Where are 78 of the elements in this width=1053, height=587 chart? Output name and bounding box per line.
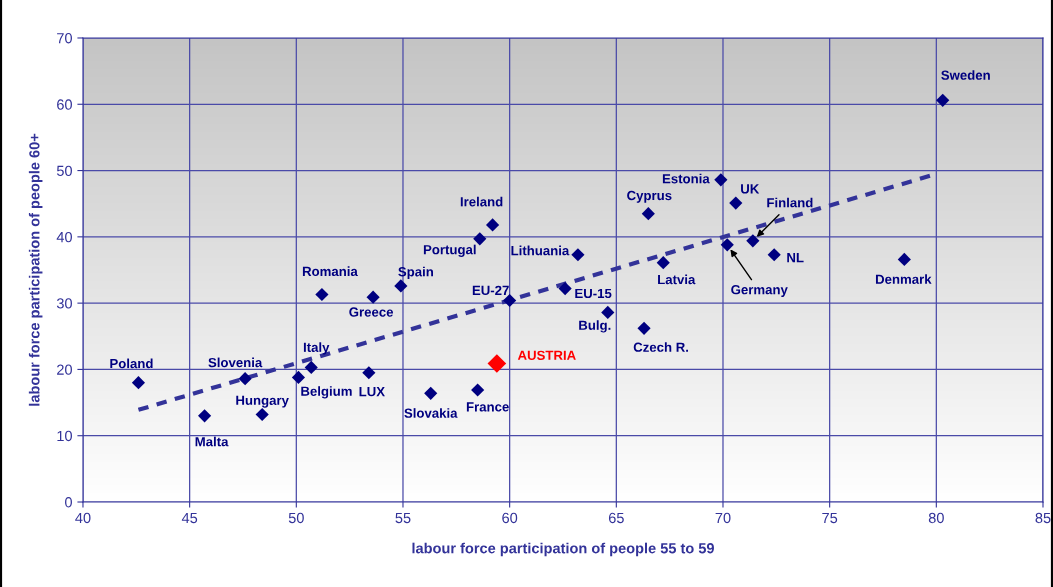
series-label: Lithuania	[511, 245, 570, 256]
series-label: Latvia	[658, 274, 696, 285]
x-tick-label: 40	[75, 512, 91, 524]
x-tick-label: 70	[715, 512, 731, 524]
y-tick-label: 0	[65, 497, 72, 508]
point	[291, 370, 306, 384]
series-label: NL	[787, 253, 804, 263]
x-tick-label: 50	[288, 512, 304, 524]
point	[720, 238, 734, 252]
point	[729, 196, 743, 210]
series-label: Denmark	[875, 274, 932, 284]
series-label: Italy	[303, 342, 330, 355]
point	[486, 218, 500, 232]
series-label: Slovenia	[208, 357, 263, 368]
point	[746, 234, 760, 248]
series-label: Portugal	[423, 244, 476, 258]
series-label: Poland	[110, 358, 153, 369]
series-label: EU-15	[575, 288, 612, 299]
point	[362, 366, 376, 380]
series-label: UK	[741, 184, 760, 194]
y-tick-label: 30	[56, 298, 72, 309]
series-label: Bulg.	[579, 320, 611, 333]
y-tick-label: 50	[56, 165, 72, 176]
series-label: LUX	[359, 387, 385, 397]
series-label: Estonia	[662, 173, 710, 184]
point	[936, 93, 950, 107]
point	[897, 252, 911, 266]
series-label: Czech R.	[633, 342, 689, 352]
y-axis-title: labour force participation of people 60+	[28, 133, 43, 406]
x-axis-title: labour force participation of people 55 to 59	[412, 542, 714, 557]
series-label: Ireland	[460, 196, 503, 207]
series-label: Sweden	[941, 70, 990, 80]
point	[637, 321, 651, 335]
point	[197, 409, 212, 423]
series-label: Belgium	[301, 386, 352, 399]
series-label: Slovakia	[404, 408, 458, 418]
point	[641, 207, 655, 221]
x-tick-label: 45	[181, 512, 198, 524]
x-tick-label: 75	[822, 512, 838, 524]
point	[473, 232, 487, 246]
point	[571, 248, 585, 262]
point	[304, 360, 318, 375]
point	[315, 287, 329, 302]
point	[487, 354, 507, 373]
point	[424, 386, 438, 400]
y-tick-label: 70	[57, 33, 72, 44]
series-label: France	[466, 402, 509, 412]
text: Finland	[767, 197, 813, 208]
series-label: Greece	[349, 307, 394, 317]
series-label: AUSTRIA	[517, 350, 576, 360]
series-label: EU-27	[472, 285, 509, 296]
text: Germany	[731, 285, 788, 297]
y-tick-label: 60	[57, 99, 72, 110]
point	[471, 383, 485, 397]
x-tick-label: 65	[608, 512, 624, 524]
x-tick-label: 80	[928, 512, 944, 524]
point	[656, 256, 670, 270]
series-label: Spain	[398, 266, 433, 280]
point	[558, 281, 572, 296]
y-tick-label: 20	[57, 364, 72, 375]
point	[714, 173, 728, 187]
x-tick-label: 60	[502, 512, 518, 524]
point	[131, 376, 146, 390]
series-label: Hungary	[236, 395, 289, 408]
point	[366, 290, 380, 304]
point	[394, 279, 408, 293]
x-tick-label: 85	[1035, 512, 1051, 524]
x-tick-label: 55	[395, 512, 411, 524]
point	[503, 293, 517, 308]
point	[238, 372, 252, 386]
y-tick-label: 10	[57, 430, 72, 442]
point	[767, 248, 781, 262]
y-tick-label: 40	[56, 231, 72, 243]
series-label: Cyprus	[627, 190, 672, 203]
series-label: Romania	[302, 266, 358, 277]
point	[255, 407, 269, 422]
point	[601, 305, 615, 319]
series-label: Malta	[195, 436, 229, 447]
